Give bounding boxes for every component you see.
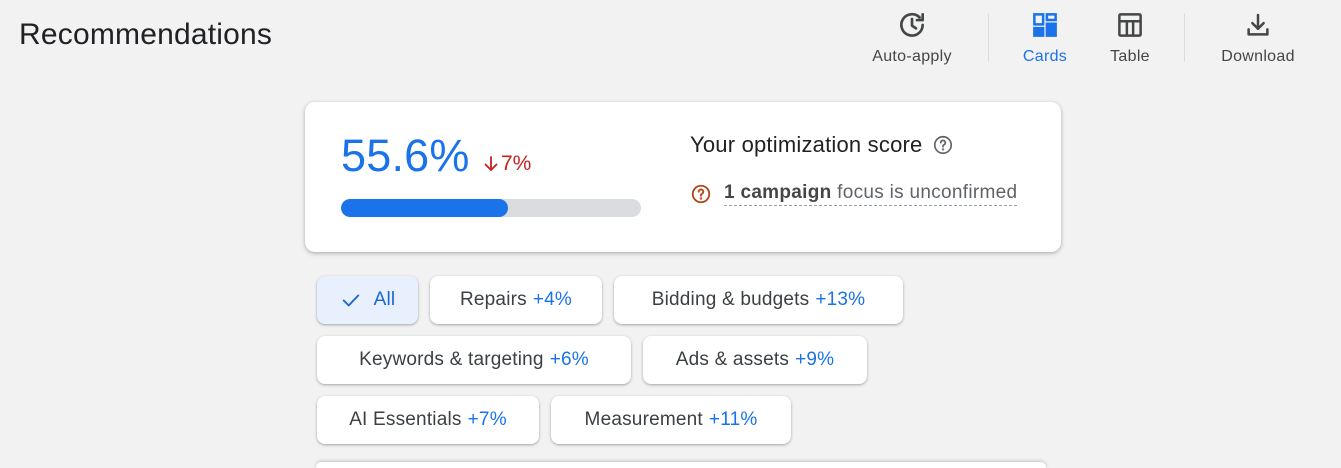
chip-percent: +11% — [708, 409, 758, 430]
filter-chip-repairs[interactable]: Repairs +4% — [430, 276, 602, 324]
filter-chip-bidding-budgets[interactable]: Bidding & budgets +13% — [614, 276, 903, 324]
toolbar-divider — [1184, 14, 1185, 62]
score-change-value: 7% — [501, 152, 532, 175]
table-icon — [1113, 8, 1147, 42]
campaign-focus-warning[interactable]: 1 campaign focus is unconfirmed — [690, 182, 1018, 206]
dashboard-icon — [1028, 8, 1062, 42]
chip-percent: +9% — [795, 349, 835, 370]
help-icon[interactable] — [932, 134, 954, 156]
next-card-edge — [316, 462, 1046, 468]
cards-view-button[interactable]: Cards — [1018, 8, 1072, 72]
history-icon — [895, 8, 929, 42]
download-icon — [1241, 8, 1275, 42]
chip-label: Keywords & targeting — [359, 349, 544, 370]
chip-label: Repairs — [459, 289, 527, 310]
optimization-score-card: 55.6% 7% Your optimization score 1 campa… — [305, 102, 1061, 252]
score-title-text: Your optimization score — [690, 132, 923, 157]
chip-percent: +6% — [549, 349, 589, 370]
warning-help-icon — [691, 184, 711, 204]
auto-apply-button[interactable]: Auto-apply — [866, 8, 958, 72]
chip-percent: +4% — [532, 289, 573, 310]
warning-text: 1 campaign focus is unconfirmed — [724, 182, 1018, 206]
warning-rest: focus is unconfirmed — [831, 182, 1018, 203]
chip-percent: +7% — [467, 409, 507, 430]
chip-label: All — [373, 289, 396, 310]
chip-label: Bidding & budgets — [651, 289, 810, 310]
arrow-down-icon — [484, 156, 498, 171]
check-icon — [342, 294, 359, 307]
toolbar-divider — [988, 14, 989, 62]
filter-chip-measurement[interactable]: Measurement +11% — [551, 396, 791, 444]
score-progress-bar — [341, 199, 641, 217]
warning-bold: 1 campaign — [724, 182, 832, 203]
toolbar: Auto-apply Cards Table — [0, 0, 1341, 80]
filter-chip-all[interactable]: All — [317, 276, 418, 324]
chip-label: Ads & assets — [675, 349, 790, 370]
filter-chip-ads-assets[interactable]: Ads & assets +9% — [643, 336, 867, 384]
download-button[interactable]: Download — [1214, 8, 1302, 72]
optimization-score-value: 55.6% — [341, 130, 470, 181]
page-title: Recommendations — [19, 18, 273, 51]
filter-chip-keywords-targeting[interactable]: Keywords & targeting +6% — [317, 336, 631, 384]
score-title: Your optimization score — [690, 132, 954, 158]
score-change: 7% — [483, 152, 531, 176]
score-progress-fill — [341, 199, 508, 217]
chip-label: Measurement — [584, 409, 703, 430]
chip-label: AI Essentials — [349, 409, 462, 430]
chip-percent: +13% — [815, 289, 866, 310]
table-view-button[interactable]: Table — [1104, 8, 1156, 72]
filter-chip-ai-essentials[interactable]: AI Essentials +7% — [317, 396, 539, 444]
